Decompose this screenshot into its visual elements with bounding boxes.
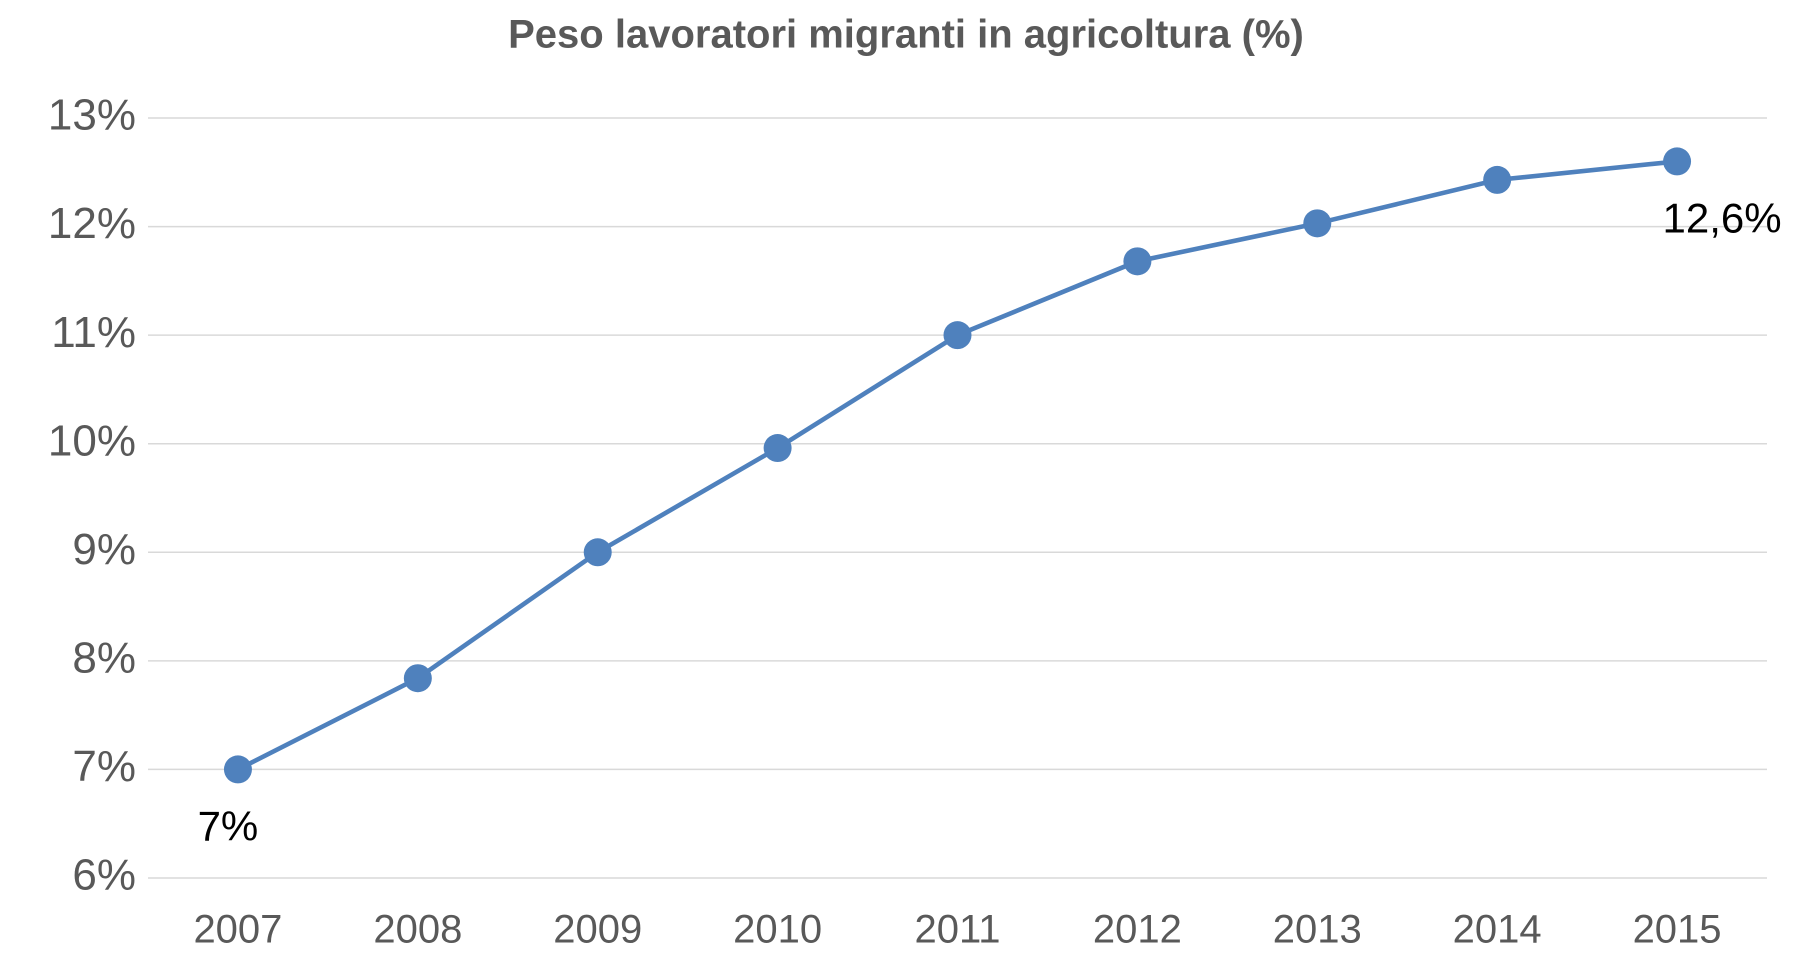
marker — [1483, 165, 1512, 194]
x-tick-label: 2009 — [553, 908, 642, 952]
y-tick-label: 8% — [72, 633, 136, 682]
x-tick-label: 2013 — [1273, 908, 1362, 952]
y-tick-label: 9% — [72, 525, 136, 574]
y-tick-label: 10% — [48, 416, 136, 465]
data-label: 7% — [198, 803, 259, 850]
y-tick-label: 11% — [51, 308, 136, 357]
marker — [943, 321, 972, 350]
x-tick-label: 2014 — [1453, 908, 1542, 952]
marker — [223, 755, 252, 784]
marker — [763, 434, 792, 463]
marker — [1303, 209, 1332, 238]
y-tick-label: 6% — [72, 851, 136, 900]
x-tick-label: 2007 — [193, 908, 282, 952]
x-tick-label: 2011 — [914, 908, 1000, 952]
marker — [403, 664, 432, 693]
chart-title: Peso lavoratori migranti in agricoltura … — [508, 13, 1304, 57]
x-tick-label: 2008 — [373, 908, 462, 952]
data-label: 12,6% — [1663, 195, 1782, 242]
x-tick-label: 2015 — [1633, 908, 1722, 952]
marker — [1123, 247, 1152, 276]
x-tick-label: 2012 — [1093, 908, 1182, 952]
marker — [583, 538, 612, 567]
y-tick-label: 12% — [48, 199, 136, 248]
x-tick-label: 2010 — [733, 908, 822, 952]
marker — [1663, 147, 1692, 176]
y-tick-label: 7% — [72, 742, 136, 791]
y-tick-label: 13% — [48, 91, 136, 140]
